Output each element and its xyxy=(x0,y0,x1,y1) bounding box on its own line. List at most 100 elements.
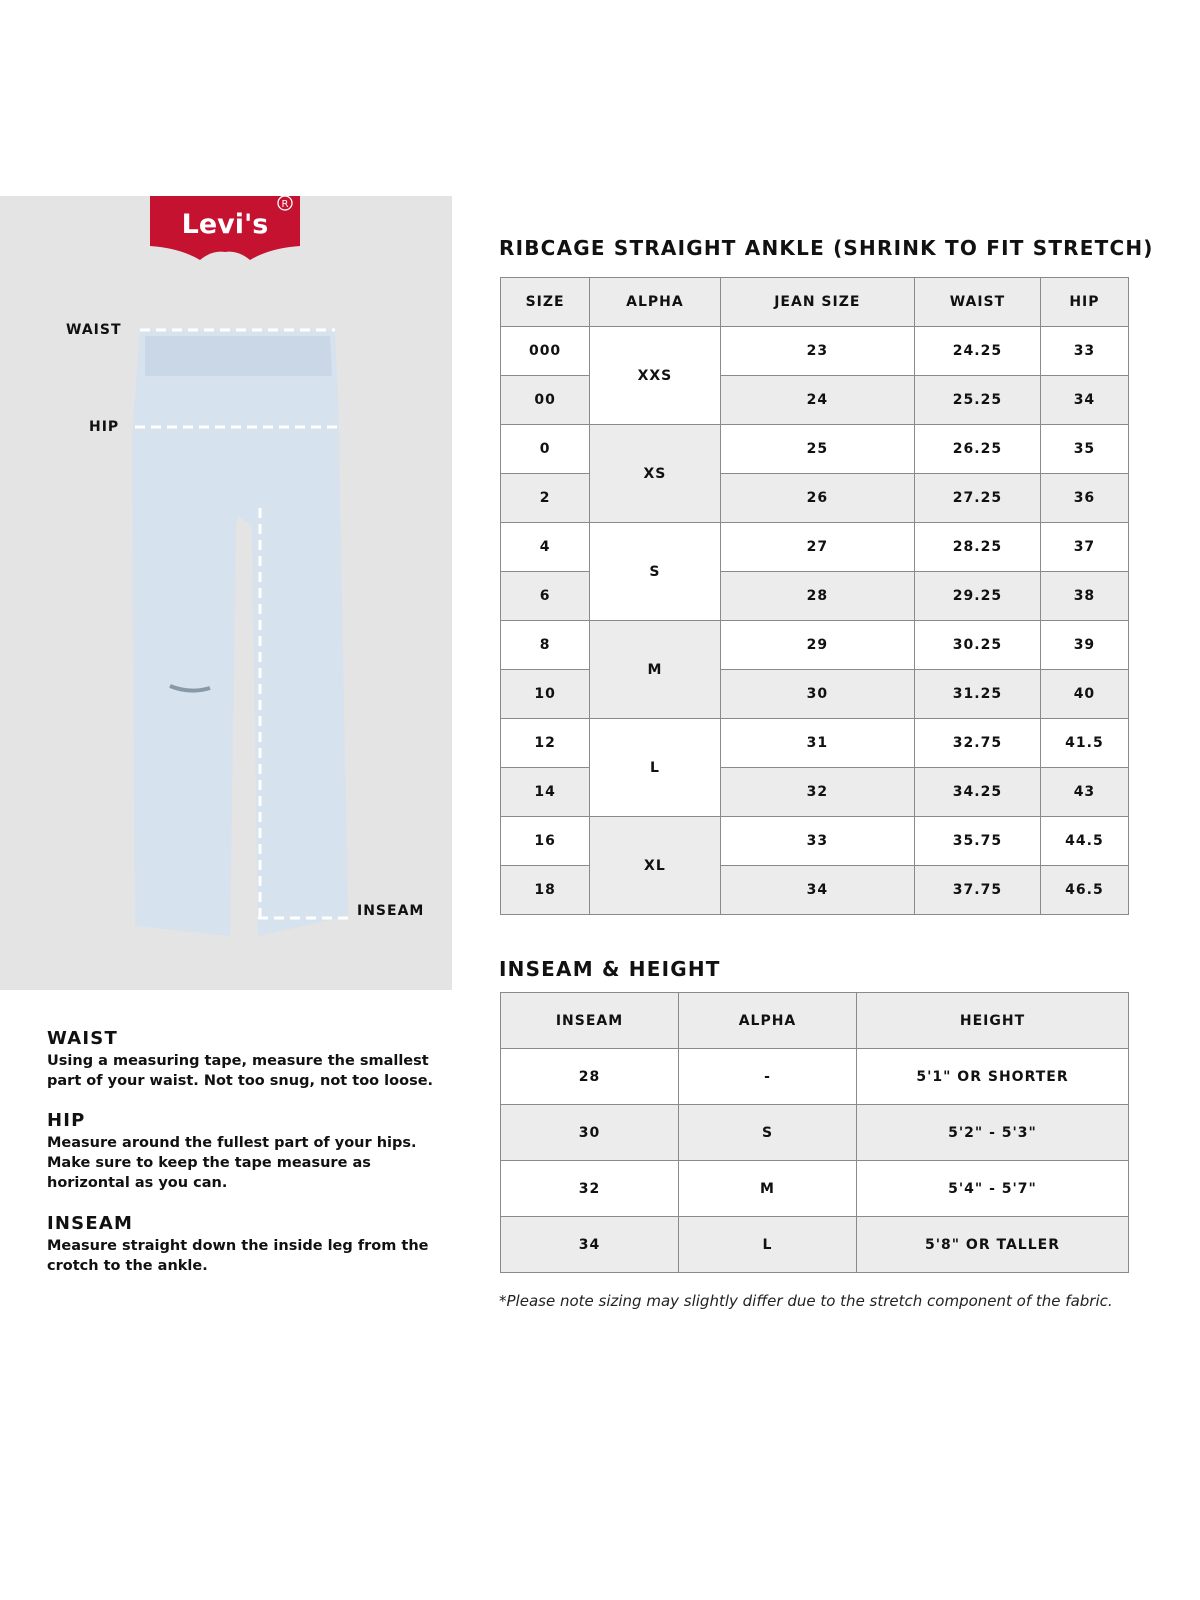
table-row: 10 30 31.25 40 xyxy=(499,669,1130,719)
alpha-cell: - xyxy=(678,1048,857,1105)
jean-size-cell: 30 xyxy=(719,669,916,719)
waist-cell: 27.25 xyxy=(914,473,1041,523)
instruction-text: Measure around the fullest part of your … xyxy=(47,1135,417,1191)
waist-label: WAIST xyxy=(66,322,122,338)
alpha-cell: XS xyxy=(589,424,721,523)
column-header: HIP xyxy=(1039,277,1130,327)
hip-cell: 34 xyxy=(1039,375,1130,425)
jean-size-cell: 32 xyxy=(719,767,916,817)
waist-cell: 24.25 xyxy=(914,326,1041,376)
jean-size-cell: 23 xyxy=(719,326,916,376)
alpha-cell: S xyxy=(678,1104,857,1161)
height-cell: 5'8" OR TALLER xyxy=(856,1216,1129,1273)
size-cell: 6 xyxy=(499,571,591,621)
inseam-chart-table: INSEAM ALPHA HEIGHT 28-5'1" OR SHORTER 30 S 5… xyxy=(500,992,1129,1273)
height-cell: 5'4" - 5'7" xyxy=(856,1160,1129,1217)
alpha-cell: M xyxy=(589,620,721,719)
diagram-panel xyxy=(0,196,452,990)
waist-cell: 26.25 xyxy=(914,424,1041,474)
column-header: WAIST xyxy=(914,277,1041,327)
hip-cell: 43 xyxy=(1039,767,1130,817)
jeans-illustration xyxy=(132,328,348,936)
jean-size-cell: 24 xyxy=(719,375,916,425)
hip-cell: 33 xyxy=(1039,326,1130,376)
table-row: 00 24 25.25 34 xyxy=(499,375,1130,425)
alpha-cell: S xyxy=(589,522,721,621)
jean-size-cell: 34 xyxy=(719,865,916,915)
column-header: HEIGHT xyxy=(856,992,1129,1049)
size-cell: 00 xyxy=(499,375,591,425)
waist-instruction: WAIST Using a measuring tape, measure th… xyxy=(47,1028,467,1091)
levis-logo: Levi's R xyxy=(150,195,302,264)
inseam-chart-title: INSEAM & HEIGHT xyxy=(499,957,721,981)
alpha-cell: XXS xyxy=(589,326,721,425)
table-row: 16 XL 33 35.75 44.5 xyxy=(499,816,1130,915)
size-cell: 000 xyxy=(499,326,591,376)
alpha-cell: L xyxy=(589,718,721,817)
waist-cell: 30.25 xyxy=(914,620,1041,670)
jean-size-cell: 26 xyxy=(719,473,916,523)
height-cell: 5'1" OR SHORTER xyxy=(856,1048,1129,1105)
column-header: INSEAM xyxy=(500,992,679,1049)
hip-cell: 38 xyxy=(1039,571,1130,621)
size-cell: 16 xyxy=(499,816,591,866)
size-cell: 12 xyxy=(499,718,591,768)
hip-cell: 44.5 xyxy=(1039,816,1130,866)
instruction-title: INSEAM xyxy=(47,1213,134,1234)
hip-cell: 46.5 xyxy=(1039,865,1130,915)
instruction-title: WAIST xyxy=(47,1028,118,1049)
table-row: 30 S 5'2" - 5'3" xyxy=(500,1104,1129,1161)
column-header: JEAN SIZE xyxy=(719,277,916,327)
table-row: 000 XXS 23 24.25 33 xyxy=(499,326,1130,425)
column-header: SIZE xyxy=(499,277,591,327)
instruction-text: Using a measuring tape, measure the smal… xyxy=(47,1053,434,1089)
jean-size-cell: 27 xyxy=(719,522,916,572)
jean-size-cell: 31 xyxy=(719,718,916,768)
alpha-cell: L xyxy=(678,1216,857,1273)
waist-cell: 37.75 xyxy=(914,865,1041,915)
jean-size-cell: 33 xyxy=(719,816,916,866)
waist-cell: 28.25 xyxy=(914,522,1041,572)
table-row: 0 XS 25 26.25 35 xyxy=(499,424,1130,523)
hip-cell: 40 xyxy=(1039,669,1130,719)
instruction-title: HIP xyxy=(47,1110,86,1131)
inseam-cell: 32 xyxy=(500,1160,679,1217)
waist-cell: 34.25 xyxy=(914,767,1041,817)
waist-cell: 29.25 xyxy=(914,571,1041,621)
hip-cell: 39 xyxy=(1039,620,1130,670)
waist-cell: 35.75 xyxy=(914,816,1041,866)
size-cell: 2 xyxy=(499,473,591,523)
svg-text:R: R xyxy=(282,199,289,210)
inseam-cell: 30 xyxy=(500,1104,679,1161)
table-row: 4 S 27 28.25 37 xyxy=(499,522,1130,621)
waist-cell: 31.25 xyxy=(914,669,1041,719)
size-cell: 0 xyxy=(499,424,591,474)
table-row: 14 32 34.25 43 xyxy=(499,767,1130,817)
hip-cell: 37 xyxy=(1039,522,1130,572)
size-chart-title: RIBCAGE STRAIGHT ANKLE (SHRINK TO FIT ST… xyxy=(499,236,1154,260)
size-cell: 4 xyxy=(499,522,591,572)
table-row: 8 M 29 30.25 39 xyxy=(499,620,1130,719)
waist-cell: 25.25 xyxy=(914,375,1041,425)
svg-text:Levi's: Levi's xyxy=(182,209,269,240)
waist-cell: 32.75 xyxy=(914,718,1041,768)
column-header: ALPHA xyxy=(678,992,857,1049)
inseam-cell: 28 xyxy=(500,1048,679,1105)
hip-cell: 36 xyxy=(1039,473,1130,523)
hip-cell: 41.5 xyxy=(1039,718,1130,768)
hip-instruction: HIP Measure around the fullest part of y… xyxy=(47,1110,467,1193)
inseam-cell: 34 xyxy=(500,1216,679,1273)
size-chart-table: SIZE ALPHA JEAN SIZE WAIST HIP 000 XXS 23 24.25… xyxy=(499,277,1130,915)
height-cell: 5'2" - 5'3" xyxy=(856,1104,1129,1161)
inseam-label: INSEAM xyxy=(357,903,425,919)
jean-size-cell: 25 xyxy=(719,424,916,474)
table-row: 32 M 5'4" - 5'7" xyxy=(500,1160,1129,1217)
size-cell: 10 xyxy=(499,669,591,719)
size-cell: 8 xyxy=(499,620,591,670)
alpha-cell: M xyxy=(678,1160,857,1217)
table-row: 34 L 5'8" OR TALLER xyxy=(500,1216,1129,1273)
table-row: 28-5'1" OR SHORTER xyxy=(500,1048,1129,1105)
jean-size-cell: 28 xyxy=(719,571,916,621)
column-header: ALPHA xyxy=(589,277,721,327)
fit-note: *Please note sizing may slightly differ … xyxy=(499,1292,1113,1310)
